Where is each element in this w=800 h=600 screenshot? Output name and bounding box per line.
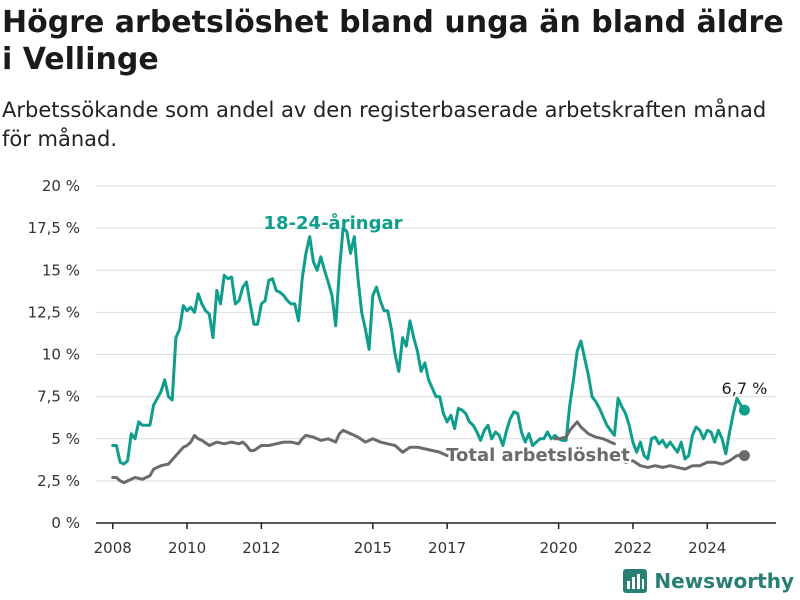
- series-labels: 6,7 % 18-24-åringar Total arbetslöshet: [264, 212, 768, 468]
- x-tick-label: 2008: [94, 539, 132, 557]
- x-tick-label: 2010: [168, 539, 206, 557]
- y-tick-label: 17,5 %: [28, 219, 80, 237]
- youth-end-marker: [738, 404, 750, 416]
- series: [111, 226, 750, 485]
- y-tick-label: 12,5 %: [28, 303, 80, 321]
- chart-subtitle: Arbetssökande som andel av den registerb…: [2, 98, 767, 151]
- brand-logo: Newsworthy: [622, 568, 794, 594]
- y-tick-label: 10 %: [42, 346, 80, 364]
- chart-title: Högre arbetslöshet bland unga än bland ä…: [2, 5, 784, 77]
- y-tick-label: 7,5 %: [37, 388, 80, 406]
- series-line-3: [624, 454, 746, 471]
- y-tick-label: 0 %: [51, 514, 80, 532]
- x-tick-label: 2017: [428, 539, 466, 557]
- y-axis-ticks: 0 % 2,5 % 5 % 7,5 % 10 % 12,5 % 15 % 17,5 % 20 %: [28, 177, 80, 532]
- total-series-label: Total arbetslöshet: [446, 445, 630, 466]
- x-tick-label: 2012: [242, 539, 280, 557]
- x-tick-label: 2015: [354, 539, 392, 557]
- grid: [96, 185, 776, 524]
- brand-name: Newsworthy: [654, 569, 794, 593]
- youth-series-label: 18-24-åringar: [264, 212, 403, 234]
- series-line-1: [111, 428, 449, 485]
- x-tick-label: 2022: [614, 539, 652, 557]
- series-line-0: [111, 226, 746, 466]
- x-tick-label: 2024: [688, 539, 726, 557]
- x-axis-ticks: 2008 2010 2012 2015 2017 2020 2022 2024: [94, 523, 726, 557]
- total-end-marker: [738, 450, 750, 462]
- x-tick-label: 2020: [540, 539, 578, 557]
- y-tick-label: 15 %: [42, 261, 80, 279]
- youth-end-label: 6,7 %: [722, 379, 768, 398]
- bar-chart-logo-icon: [623, 569, 648, 593]
- series-line-2: [553, 420, 616, 446]
- y-tick-label: 20 %: [42, 177, 80, 195]
- y-tick-label: 5 %: [51, 430, 80, 448]
- y-tick-label: 2,5 %: [37, 472, 80, 490]
